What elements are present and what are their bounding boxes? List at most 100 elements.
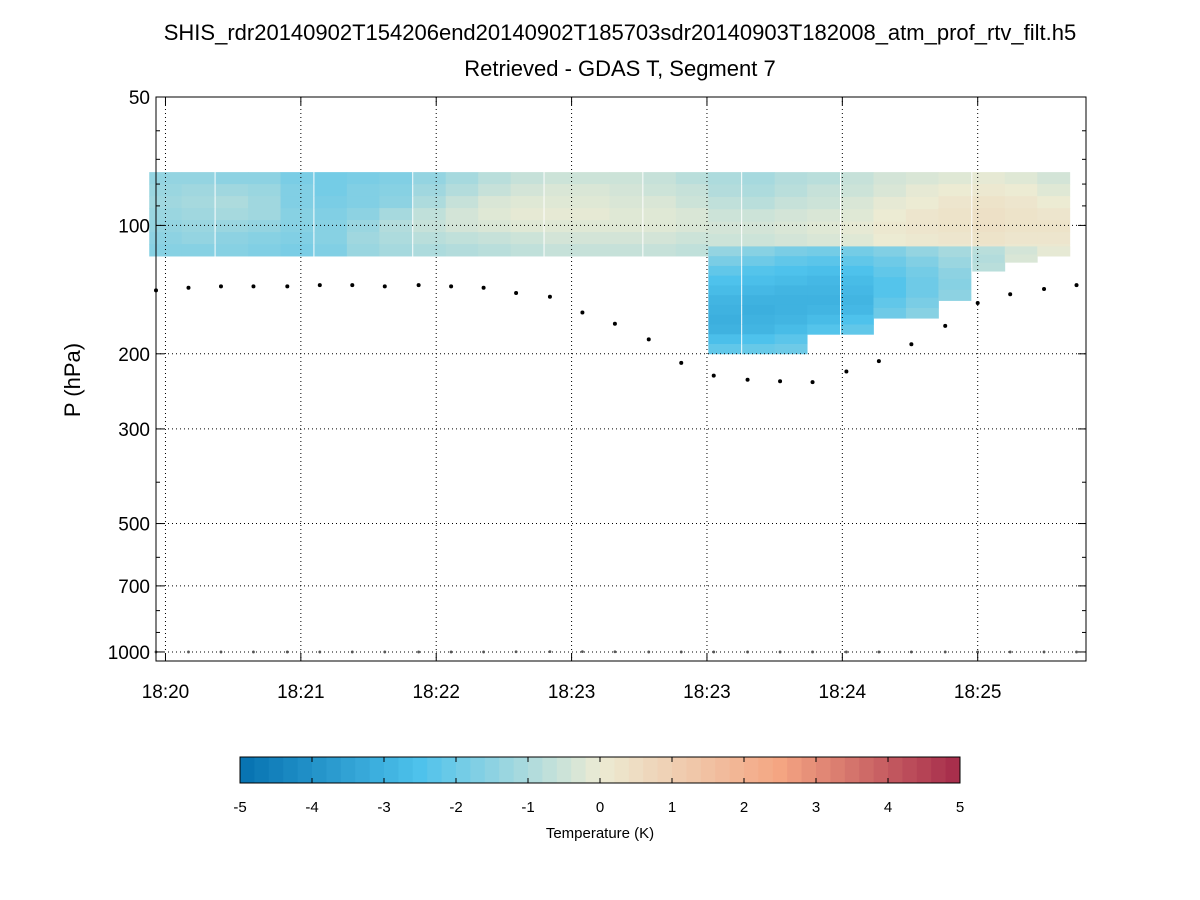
heatmap-cell	[280, 232, 314, 245]
colorbar-segment	[744, 757, 759, 783]
heatmap-cell	[1004, 246, 1038, 255]
heatmap-cell	[905, 277, 939, 288]
colorbar-segment	[240, 757, 255, 783]
heatmap-cell	[379, 232, 413, 245]
heatmap-cell	[774, 234, 808, 247]
heatmap-cell	[972, 254, 1006, 264]
lower-dot	[318, 650, 322, 654]
x-tick-label: 18:23	[683, 682, 731, 703]
colorbar-segment	[499, 757, 514, 783]
heatmap-cell	[938, 246, 972, 258]
heatmap-cell	[972, 196, 1006, 209]
heatmap-cell	[478, 184, 512, 197]
heatmap-cell	[510, 232, 544, 245]
heatmap-cell	[742, 265, 776, 277]
heatmap-cell	[708, 314, 742, 325]
heatmap-cell	[1004, 220, 1038, 233]
heatmap-cell	[807, 256, 841, 267]
heatmap-cell	[972, 246, 1006, 256]
heatmap-cell	[280, 208, 314, 221]
heatmap-cell	[807, 285, 841, 296]
lower-dot	[679, 650, 683, 654]
colorbar-segment	[283, 757, 298, 783]
heatmap-cell	[840, 275, 874, 286]
heatmap-cell	[1037, 196, 1071, 209]
colorbar-tick-label: 0	[596, 799, 604, 816]
colorbar-tick-label: -3	[377, 799, 390, 816]
heatmap-cell	[577, 244, 610, 257]
y-tick-label: 700	[118, 577, 150, 598]
heatmap-cell	[215, 196, 249, 209]
heatmap	[149, 172, 1071, 355]
colorbar-segment	[312, 757, 327, 783]
upper-dot	[218, 284, 223, 289]
heatmap-cell	[413, 244, 447, 257]
heatmap-cell	[248, 184, 281, 197]
heatmap-cell	[314, 172, 348, 185]
colorbar-segment	[427, 757, 442, 783]
colorbar-segment	[844, 757, 860, 783]
heatmap-cell	[379, 208, 413, 221]
colorbar-segment	[931, 757, 946, 783]
heatmap-cell	[379, 172, 413, 185]
heatmap-cell	[346, 220, 380, 233]
y-tick-label: 200	[118, 345, 150, 366]
heatmap-cell	[413, 184, 447, 197]
heatmap-cell	[905, 307, 939, 319]
heatmap-cell	[708, 334, 742, 345]
heatmap-cell	[873, 246, 907, 258]
heatmap-cell	[181, 244, 215, 257]
heatmap-cell	[346, 208, 380, 221]
upper-dot	[1008, 292, 1013, 297]
colorbar-tick-label: 2	[740, 799, 748, 816]
heatmap-cell	[577, 172, 610, 185]
heatmap-cell	[708, 196, 742, 210]
heatmap-cell	[905, 221, 939, 235]
heatmap-cell	[314, 220, 348, 233]
colorbar-segment	[801, 757, 817, 783]
colorbar-label: Temperature (K)	[546, 825, 654, 842]
colorbar-segment	[456, 757, 471, 783]
lower-dot	[482, 650, 485, 654]
heatmap-cell	[774, 256, 808, 267]
colorbar-segment	[628, 757, 644, 783]
heatmap-cell	[675, 184, 709, 197]
lower-dot	[746, 650, 749, 654]
heatmap-cell	[840, 324, 874, 335]
heatmap-cell	[1037, 232, 1071, 245]
heatmap-cell	[774, 184, 808, 198]
heatmap-cell	[774, 221, 808, 235]
heatmap-cell	[215, 172, 249, 185]
lower-dot	[877, 650, 881, 654]
heatmap-cell	[742, 324, 776, 335]
heatmap-cell	[840, 221, 874, 235]
heatmap-cell	[938, 172, 972, 185]
heatmap-cell	[1037, 172, 1071, 185]
heatmap-cell	[544, 196, 578, 209]
heatmap-cell	[840, 314, 874, 325]
heatmap-cell	[938, 232, 972, 245]
y-tick-label: 300	[118, 420, 150, 441]
heatmap-cell	[314, 244, 348, 257]
heatmap-cell	[314, 184, 348, 197]
heatmap-cell	[742, 246, 776, 257]
heatmap-cell	[807, 172, 841, 185]
lower-dot	[1075, 650, 1078, 654]
heatmap-cell	[379, 220, 413, 233]
heatmap-cell	[445, 196, 479, 209]
heatmap-cell	[280, 172, 314, 185]
heatmap-cell	[248, 232, 281, 245]
heatmap-cell	[905, 287, 939, 299]
heatmap-cell	[314, 208, 348, 221]
heatmap-cell	[873, 172, 907, 185]
heatmap-cell	[215, 244, 249, 257]
heatmap-cell	[972, 208, 1006, 221]
heatmap-cell	[840, 304, 874, 316]
lower-dot-series	[154, 650, 1078, 654]
lower-dot	[581, 650, 584, 653]
colorbar-segment	[888, 757, 903, 783]
y-tick-label: 50	[129, 88, 150, 109]
heatmap-cell	[675, 196, 709, 209]
heatmap-cell	[708, 256, 742, 267]
heatmap-cell	[938, 268, 972, 280]
